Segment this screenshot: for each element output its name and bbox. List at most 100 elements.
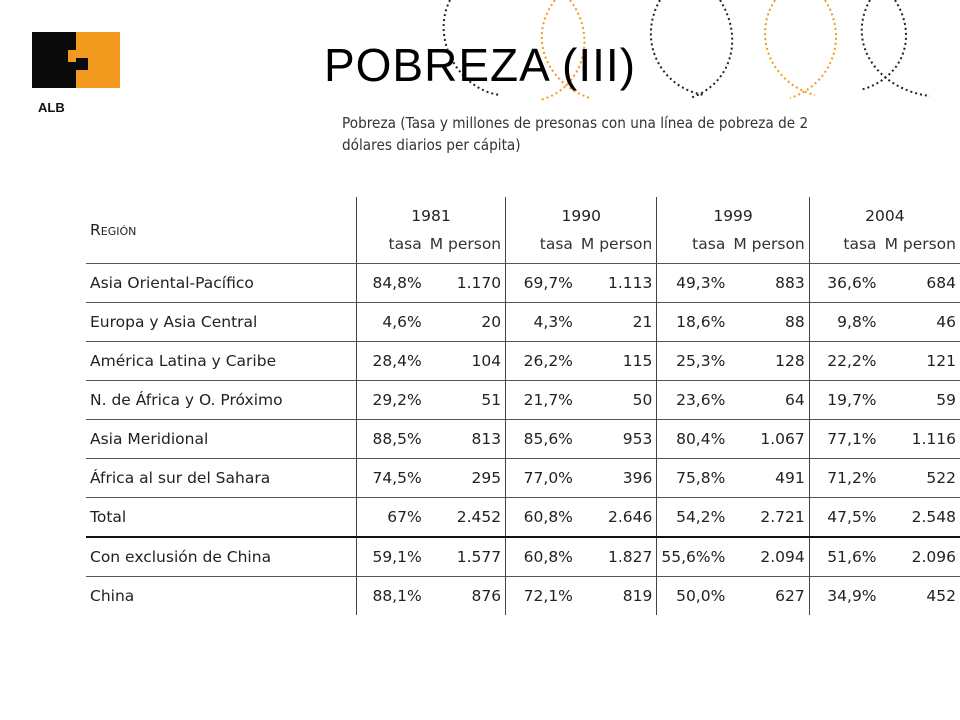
sub-header: tasa [656,225,730,264]
millions-cell: 21 [576,302,657,342]
region-cell: Asia Oriental-Pacífico [86,263,357,303]
millions-cell: 1.170 [425,263,506,303]
table-row: Con exclusión de China 59,1% 1.577 60,8% 1.8… [86,536,960,577]
rate-cell: 51,6% [808,536,881,577]
millions-cell: 64 [729,380,810,420]
millions-cell: 2.646 [576,497,657,537]
sub-header: tasa [808,225,881,264]
alb-logo-mark [32,32,120,88]
rate-cell: 77,1% [808,419,881,459]
sub-header: tasa [355,225,426,264]
millions-cell: 20 [425,302,506,342]
millions-cell: 2.452 [425,497,506,537]
rate-cell: 75,8% [656,458,730,498]
millions-cell: 59 [880,380,960,420]
rate-cell: 21,7% [505,380,577,420]
millions-cell: 88 [729,302,810,342]
millions-cell: 876 [425,576,506,615]
sub-header: M person [880,225,960,264]
page-title: POBREZA (III) [323,39,637,91]
sub-header: tasa [505,225,577,264]
decorative-arcs [442,0,931,101]
millions-cell: 50 [576,380,657,420]
year-header: 2004 [808,197,960,225]
year-header: 1999 [656,197,810,225]
millions-cell: 2.548 [880,497,960,537]
millions-cell: 104 [425,341,506,381]
rate-cell: 59,1% [355,536,426,577]
millions-cell: 491 [729,458,810,498]
rate-cell: 36,6% [808,263,881,303]
table-row: América Latina y Caribe 28,4% 104 26,2% 115 2… [86,341,960,381]
region-cell: América Latina y Caribe [86,341,357,381]
sub-header: M person [425,225,506,264]
rate-cell: 49,3% [656,263,730,303]
millions-cell: 819 [576,576,657,615]
region-header: Región [86,197,356,264]
region-cell: Asia Meridional [86,419,357,459]
millions-cell: 684 [880,263,960,303]
rate-cell: 74,5% [355,458,426,498]
rate-cell: 26,2% [505,341,577,381]
rate-cell: 84,8% [355,263,426,303]
rate-cell: 9,8% [808,302,881,342]
millions-cell: 1.067 [729,419,810,459]
millions-cell: 1.113 [576,263,657,303]
year-header: 1990 [505,197,657,225]
poverty-table: Región 1981 1990 1999 2004 tasa M person… [86,197,960,615]
millions-cell: 128 [729,341,810,381]
table-row: Total 67% 2.452 60,8% 2.646 54,2% 2.721 47,5% 2.… [86,497,960,537]
millions-cell: 1.827 [576,536,657,577]
millions-cell: 51 [425,380,506,420]
rate-cell: 60,8% [505,536,577,577]
rate-cell: 88,1% [355,576,426,615]
millions-cell: 46 [880,302,960,342]
millions-cell: 2.094 [729,536,810,577]
millions-cell: 1.577 [425,536,506,577]
table-caption: Pobreza (Tasa y millones de presonas con… [342,114,809,154]
rate-cell: 22,2% [808,341,881,381]
sub-header: M person [576,225,657,264]
millions-cell: 522 [880,458,960,498]
rate-cell: 67% [355,497,426,537]
rate-cell: 55,6%% [656,536,730,577]
sub-header: M person [729,225,810,264]
rate-cell: 25,3% [656,341,730,381]
rate-cell: 80,4% [656,419,730,459]
region-cell: Europa y Asia Central [86,302,357,342]
millions-cell: 627 [729,576,810,615]
millions-cell: 1.116 [880,419,960,459]
rate-cell: 88,5% [355,419,426,459]
rate-cell: 34,9% [808,576,881,615]
region-cell: China [86,576,357,615]
rate-cell: 29,2% [355,380,426,420]
region-header-text: Región [90,221,137,239]
region-cell: Total [86,497,357,537]
rate-cell: 85,6% [505,419,577,459]
table-row: Europa y Asia Central 4,6% 20 4,3% 21 18,6% 88… [86,302,960,342]
table-row: Asia Meridional 88,5% 813 85,6% 953 80,4% 1.06… [86,419,960,459]
table-row: Asia Oriental-Pacífico 84,8% 1.170 69,7% 1.1… [86,263,960,303]
rate-cell: 54,2% [656,497,730,537]
rate-cell: 4,3% [505,302,577,342]
rate-cell: 47,5% [808,497,881,537]
table-row: N. de África y O. Próximo 29,2% 51 21,7% 50 2… [86,380,960,420]
millions-cell: 452 [880,576,960,615]
millions-cell: 121 [880,341,960,381]
millions-cell: 295 [425,458,506,498]
rate-cell: 23,6% [656,380,730,420]
table-row: África al sur del Sahara 74,5% 295 77,0% 396… [86,458,960,498]
region-cell: N. de África y O. Próximo [86,380,357,420]
millions-cell: 2.096 [880,536,960,577]
rate-cell: 71,2% [808,458,881,498]
table-row: China 88,1% 876 72,1% 819 50,0% 627 34,9% 452 [86,576,960,615]
millions-cell: 396 [576,458,657,498]
rate-cell: 77,0% [505,458,577,498]
rate-cell: 18,6% [656,302,730,342]
region-cell: África al sur del Sahara [86,458,357,498]
rate-cell: 60,8% [505,497,577,537]
rate-cell: 28,4% [355,341,426,381]
region-cell: Con exclusión de China [86,536,357,577]
rate-cell: 19,7% [808,380,881,420]
millions-cell: 953 [576,419,657,459]
